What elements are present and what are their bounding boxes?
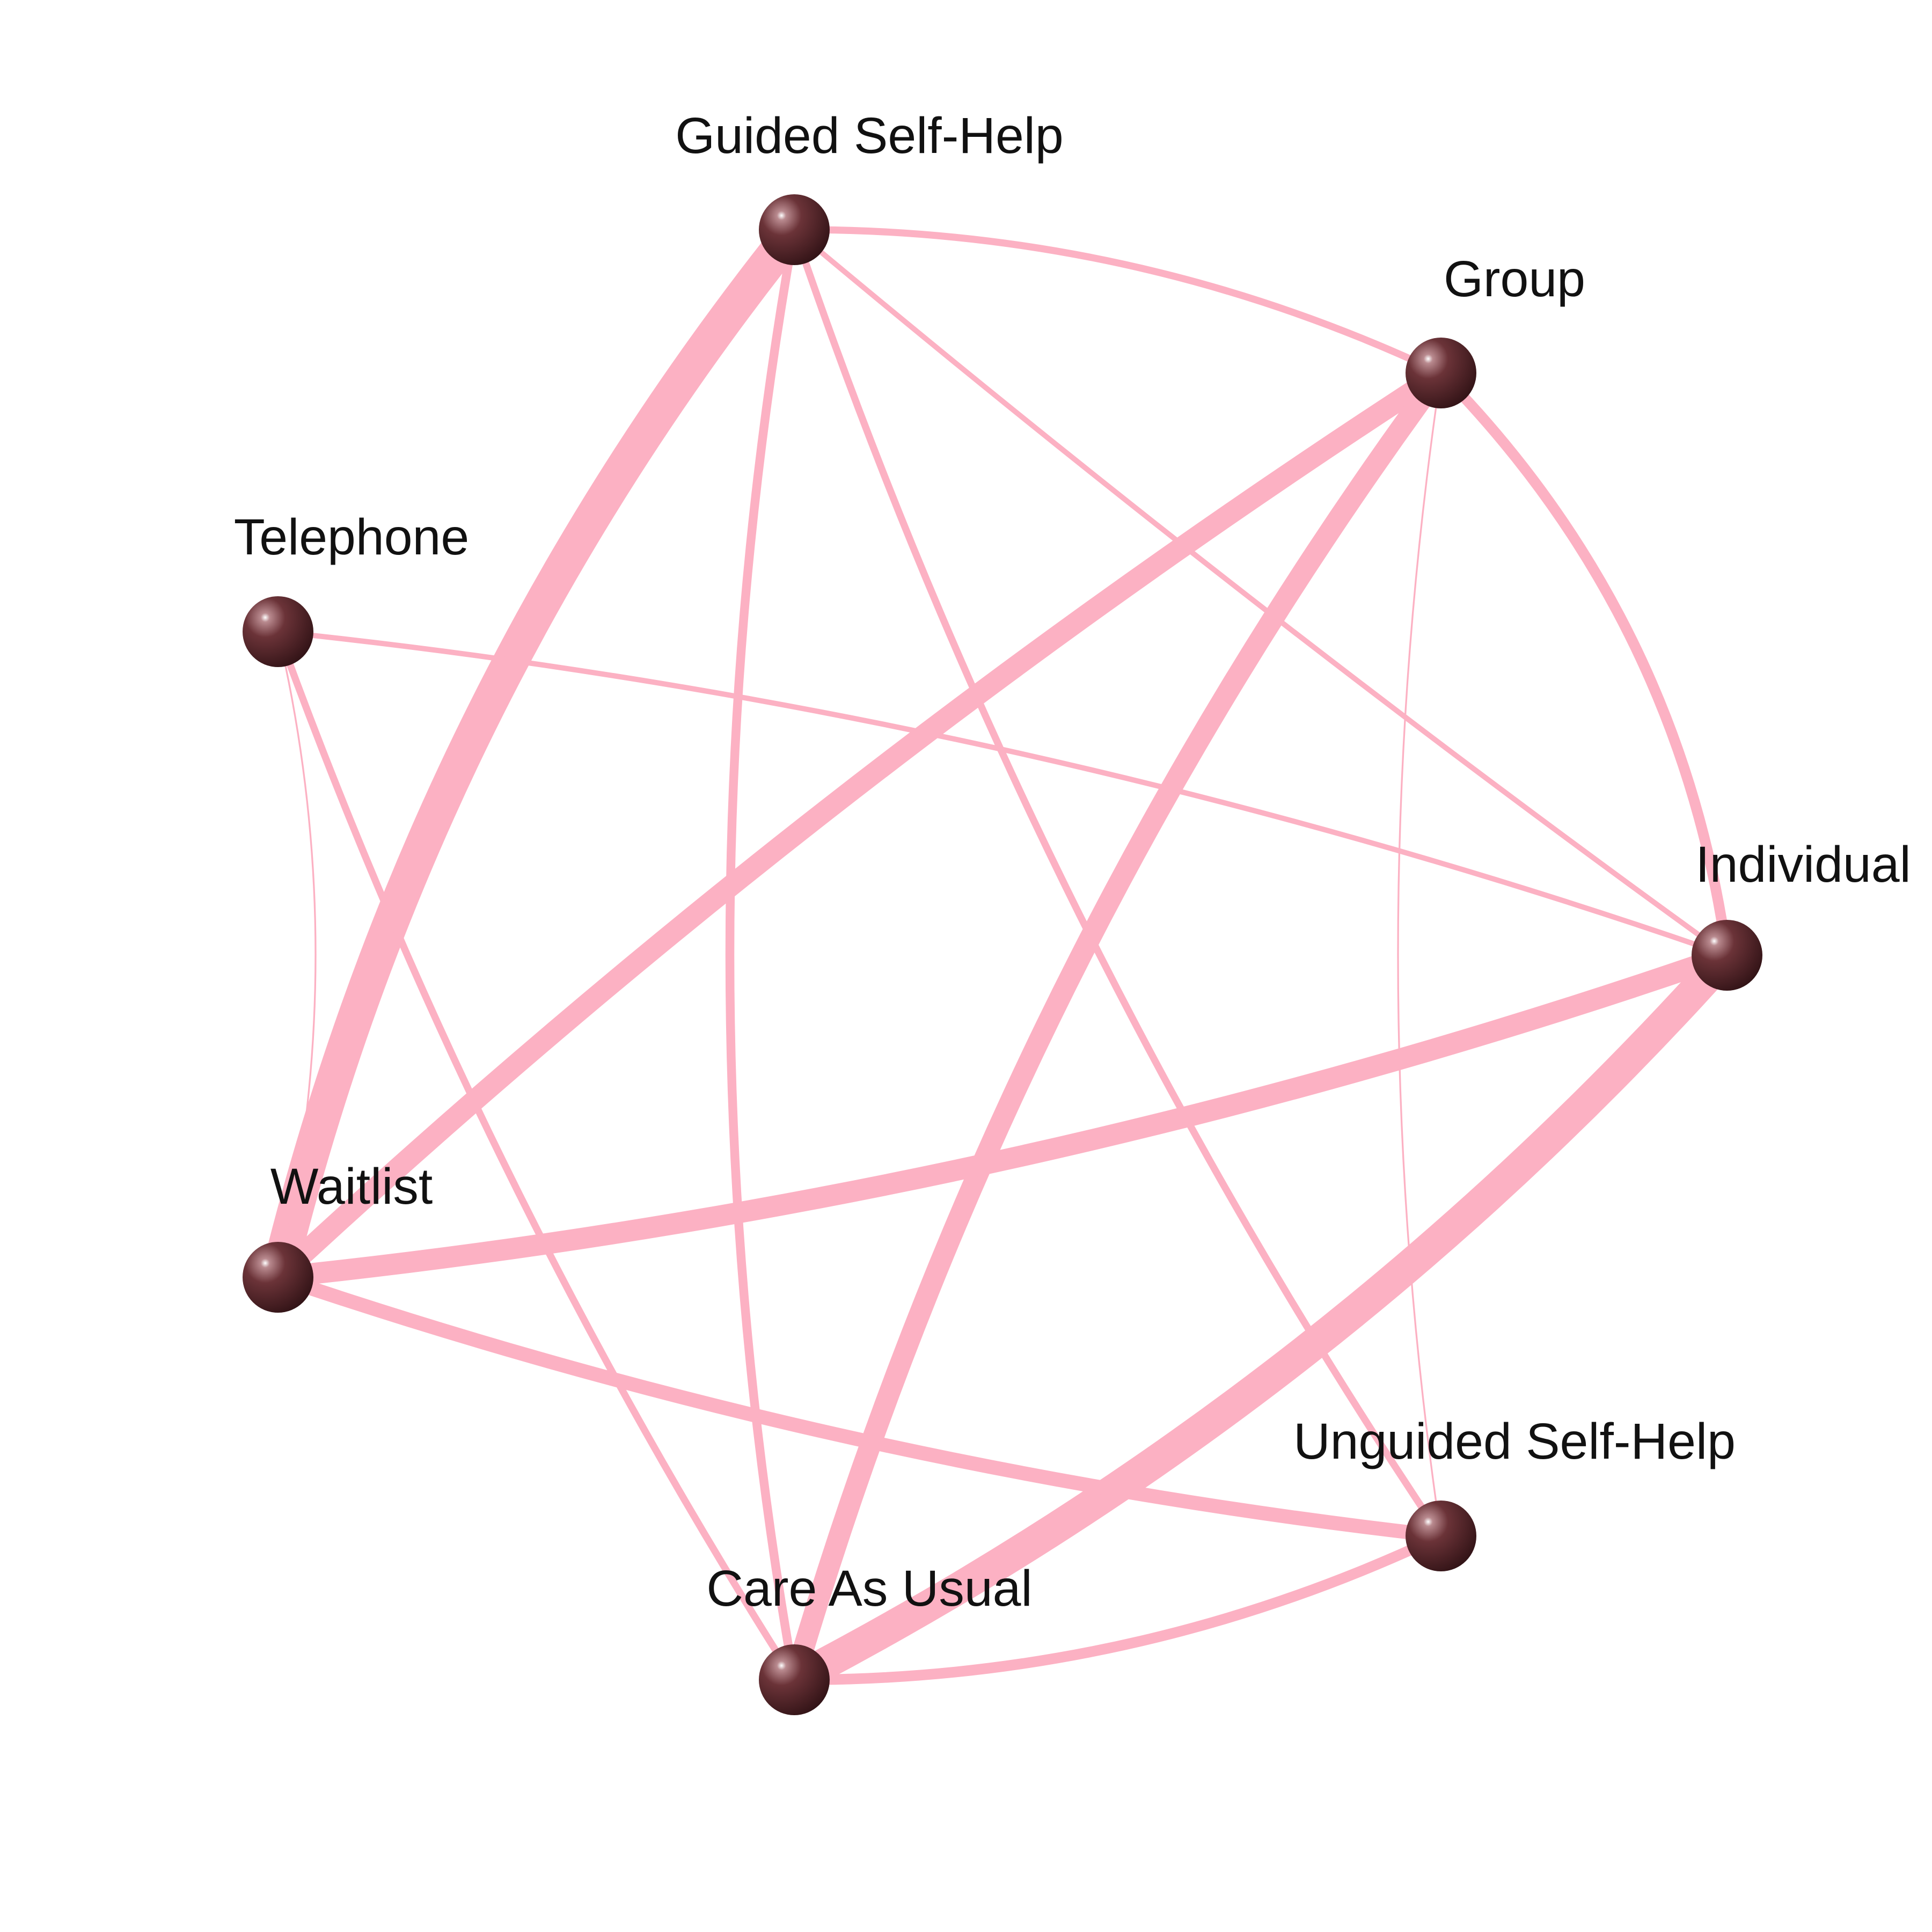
edge-group-individual [1436,368,1732,961]
node-guided: Guided Self-Help [675,107,1064,265]
node-waitlist: Waitlist [243,1158,433,1313]
node-unguided-marker [1406,1501,1476,1571]
node-unguided-label: Unguided Self-Help [1293,1413,1736,1470]
edge-telephone-waitlist [277,631,317,1278]
edge-guided-group [791,226,1445,377]
node-cau-marker [759,1644,830,1715]
node-group: Group [1406,251,1585,408]
node-group-marker [1406,338,1476,408]
node-group-label: Group [1444,251,1585,308]
node-telephone-marker [243,596,313,667]
node-layer: Guided Self-Help Group Telephone Individual… [234,107,1911,1715]
node-individual-marker [1692,920,1762,991]
node-individual: Individual [1692,836,1911,991]
edge-group-cau [784,362,1452,1690]
node-telephone: Telephone [234,509,469,667]
edge-waitlist-unguided [270,1270,1448,1543]
node-unguided: Unguided Self-Help [1293,1413,1736,1571]
node-cau-label: Care As Usual [706,1560,1032,1617]
node-waitlist-label: Waitlist [270,1158,433,1215]
node-cau: Care As Usual [706,1560,1033,1715]
edge-individual-cau [778,939,1743,1696]
edge-group-waitlist [267,362,1452,1288]
node-waitlist-marker [243,1242,313,1313]
node-guided-marker [759,194,830,265]
node-individual-label: Individual [1695,836,1911,893]
edge-guided-cau [725,225,799,1685]
edge-guided-waitlist [260,212,812,1295]
edge-telephone-cau [274,628,798,1684]
edge-group-unguided [1397,372,1442,1537]
edge-individual-waitlist [267,945,1738,1288]
edge-guided-individual [792,227,1730,958]
edge-unguided-cau [789,1531,1446,1685]
node-guided-label: Guided Self-Help [675,107,1063,164]
edge-telephone-individual [275,629,1730,958]
node-telephone-label: Telephone [234,509,469,566]
edge-layer [260,212,1743,1696]
